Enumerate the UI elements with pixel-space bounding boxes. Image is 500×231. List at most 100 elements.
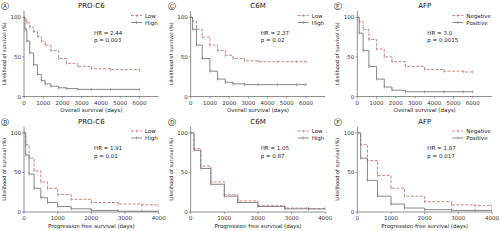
panel-label: Ⓑ (1, 118, 9, 127)
x-tick (190, 212, 191, 214)
censor-mark (367, 179, 368, 182)
x-tick-label: 1000 (203, 100, 217, 106)
censor-mark (158, 210, 159, 212)
censor-mark (258, 83, 259, 86)
censor-mark (492, 205, 493, 208)
panel-label: Ⓔ (334, 2, 342, 11)
censor-mark (41, 79, 42, 82)
censor-mark (424, 200, 425, 203)
x-tick-label: 5000 (447, 100, 461, 106)
y-tick-label: 0 (351, 94, 355, 100)
censor-mark (58, 57, 59, 60)
censor-mark (325, 207, 326, 210)
censor-mark (77, 88, 78, 91)
censor-mark (296, 83, 297, 86)
x-tick (24, 97, 25, 99)
censor-mark (24, 16, 25, 19)
censor-mark (24, 131, 25, 134)
y-tick-label: 50 (347, 54, 354, 60)
censor-mark (194, 149, 195, 152)
y-axis-label: Likelihood of survival (%) (1, 138, 7, 201)
censor-mark (232, 57, 233, 60)
y-tick (355, 212, 357, 213)
y-axis-line (357, 11, 358, 97)
censor-mark (192, 28, 193, 31)
legend-marker (457, 136, 458, 139)
survival-curve (191, 17, 306, 61)
x-tick (472, 97, 473, 99)
legend: LowHigh (298, 128, 325, 142)
x-tick (209, 97, 210, 99)
censor-mark (34, 169, 35, 172)
censor-mark (377, 174, 378, 177)
censor-mark (209, 70, 210, 73)
y-tick-label: 50 (181, 54, 188, 60)
censor-mark (296, 60, 297, 63)
censor-mark (225, 54, 226, 57)
x-tick (57, 212, 58, 214)
x-tick (357, 212, 358, 214)
censor-mark (45, 43, 46, 46)
y-tick (189, 96, 191, 97)
censor-mark (71, 207, 72, 210)
y-tick (22, 96, 24, 97)
x-tick-label: 4000 (261, 100, 275, 106)
legend-marker (136, 129, 137, 132)
censor-mark (377, 195, 378, 198)
censor-mark (404, 206, 405, 209)
x-tick-label: 0 (356, 100, 360, 106)
y-axis-label: Likelihood of survival (%) (168, 138, 174, 201)
y-tick-label: 100 (177, 130, 188, 136)
censor-mark (363, 28, 364, 31)
legend-marker (457, 14, 458, 17)
x-tick-label: 3000 (118, 215, 132, 221)
y-tick-label: 100 (11, 14, 22, 20)
x-tick (125, 212, 126, 214)
censor-mark (25, 153, 26, 156)
y-tick (189, 212, 191, 213)
censor-mark (66, 62, 67, 65)
censor-mark (50, 85, 51, 88)
censor-mark (57, 193, 58, 196)
x-tick-label: 3000 (241, 100, 255, 106)
x-axis-label: Progression free survival (days) (48, 223, 135, 230)
annotation: HR = 1.91 (94, 145, 122, 151)
panel-label: Ⓕ (334, 118, 342, 127)
x-tick-label: 0 (356, 215, 360, 221)
x-tick (458, 212, 459, 214)
censor-mark (360, 157, 361, 160)
y-tick-label: 0 (351, 209, 355, 215)
y-axis-line (357, 127, 358, 213)
survival-curve (357, 133, 492, 207)
x-tick (190, 97, 191, 99)
censor-mark (37, 35, 38, 38)
x-tick-label: 2000 (222, 100, 236, 106)
censor-mark (200, 167, 201, 170)
x-axis-label: Progression free survival (days) (215, 223, 302, 230)
x-tick-label: 1000 (51, 215, 65, 221)
x-tick (100, 97, 101, 99)
y-axis-line (24, 11, 25, 97)
x-tick-label: 0 (189, 100, 193, 106)
censor-mark (91, 201, 92, 204)
panel-label: Ⓐ (1, 2, 9, 11)
x-tick (376, 97, 377, 99)
censor-mark (40, 196, 41, 199)
censor-mark (376, 77, 377, 80)
censor-mark (258, 60, 259, 63)
censor-mark (91, 88, 92, 91)
y-tick (189, 132, 191, 133)
x-tick (248, 97, 249, 99)
x-tick-label: 4000 (152, 215, 166, 221)
censor-mark (404, 195, 405, 198)
censor-mark (110, 88, 111, 91)
panel: 0501000100020003000400050006000Overall s… (168, 2, 326, 114)
x-tick-label: 4000 (485, 215, 499, 221)
x-tick (62, 97, 63, 99)
y-tick-label: 100 (11, 130, 22, 136)
censor-mark (306, 83, 307, 86)
censor-mark (244, 83, 245, 86)
title: AFP (418, 2, 431, 10)
censor-mark (424, 68, 425, 71)
x-tick-label: 4000 (318, 215, 332, 221)
